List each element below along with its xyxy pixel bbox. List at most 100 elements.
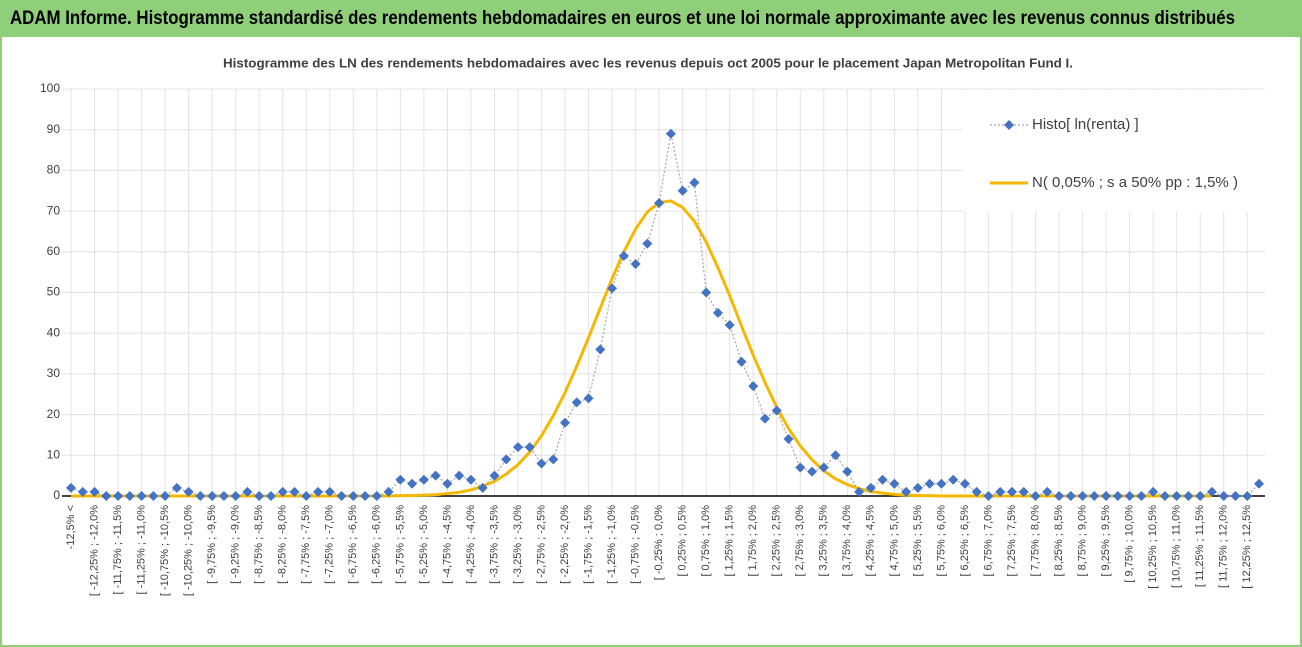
data-point — [501, 454, 512, 465]
data-point — [313, 486, 324, 497]
data-point — [148, 491, 159, 501]
x-tick-label: [ -3,25% ; -3,0% — [512, 505, 524, 584]
x-tick-label: [ 8,25% ; 8,5% — [1053, 505, 1065, 577]
x-tick-label: [ 0,75% ; 1,0% — [700, 505, 712, 577]
data-point — [1195, 491, 1206, 501]
y-tick-label: 100 — [40, 81, 60, 95]
x-tick-label: [ 5,25% ; 5,5% — [912, 505, 924, 577]
data-point — [371, 491, 382, 501]
x-tick-label: [ -9,25% ; -9,0% — [230, 505, 242, 584]
data-point — [912, 482, 923, 493]
x-tick-label: [ -2,75% ; -2,5% — [535, 505, 547, 584]
data-point — [1018, 486, 1029, 497]
x-tick-label: [ 10,25% ; 10,5% — [1147, 505, 1159, 589]
x-tick-label: [ 2,75% ; 3,0% — [794, 505, 806, 577]
y-tick-label: 20 — [47, 407, 61, 421]
data-point — [548, 454, 559, 465]
data-point — [1148, 486, 1159, 497]
data-point — [89, 486, 100, 497]
data-point — [877, 474, 888, 485]
x-tick-label: [ 7,25% ; 7,5% — [1006, 505, 1018, 577]
legend-box — [963, 90, 1285, 212]
data-point — [524, 442, 535, 453]
data-point — [301, 491, 312, 501]
data-point — [748, 381, 759, 392]
data-point — [701, 287, 712, 298]
data-point — [889, 478, 900, 489]
data-point — [454, 470, 465, 481]
data-point — [959, 478, 970, 489]
data-point — [642, 238, 653, 249]
x-tick-label: [ 7,75% ; 8,0% — [1029, 505, 1041, 577]
data-point — [242, 486, 253, 497]
x-tick-label: [ -3,75% ; -3,5% — [488, 505, 500, 584]
y-tick-label: 30 — [47, 366, 61, 380]
x-tick-label: [ -4,25% ; -4,0% — [465, 505, 477, 584]
data-point — [995, 486, 1006, 497]
x-tick-label: [ 4,75% ; 5,0% — [888, 505, 900, 577]
x-tick-label: [ 11,75% ; 12,0% — [1218, 505, 1230, 588]
data-point — [195, 491, 206, 501]
data-point — [1030, 491, 1041, 501]
data-point — [183, 486, 194, 497]
data-point — [383, 486, 394, 497]
x-tick-label: [ 3,25% ; 3,5% — [818, 505, 830, 577]
data-point — [101, 491, 112, 501]
data-point — [324, 486, 335, 497]
x-tick-label: [ 0,25% ; 0,5% — [677, 505, 689, 577]
data-point — [571, 397, 582, 408]
data-point — [1159, 491, 1170, 501]
x-tick-label: [ 8,75% ; 9,0% — [1076, 505, 1088, 577]
data-point — [171, 482, 182, 493]
data-point — [465, 474, 476, 485]
data-point — [665, 128, 676, 139]
x-tick-label: [ 2,25% ; 2,5% — [771, 505, 783, 577]
y-tick-label: 10 — [47, 447, 61, 461]
data-point — [1183, 491, 1194, 501]
data-point — [124, 491, 135, 501]
data-point — [607, 283, 618, 294]
data-point — [1101, 491, 1112, 501]
data-point — [854, 486, 865, 497]
data-point — [630, 259, 641, 270]
data-point — [677, 185, 688, 196]
x-tick-label: [ -8,25% ; -8,0% — [277, 505, 289, 584]
data-point — [360, 491, 371, 501]
data-point — [1124, 491, 1135, 501]
data-point — [783, 434, 794, 445]
legend-label: Histo[ ln(renta) ] — [1032, 116, 1139, 133]
data-point — [218, 491, 229, 501]
x-tick-label: [ -11,75% ; -11,5% — [112, 505, 124, 595]
data-point — [407, 478, 418, 489]
data-point — [1042, 486, 1053, 497]
x-tick-label: [ -5,25% ; -5,0% — [418, 505, 430, 584]
data-point — [77, 486, 88, 497]
legend-swatch-marker — [1004, 120, 1014, 130]
x-tick-label: [ 10,75% ; 11,0% — [1171, 505, 1183, 588]
x-tick-label: [ 5,75% ; 6,0% — [935, 505, 947, 577]
x-tick-label: [ -0,25% ; 0,0% — [653, 505, 665, 580]
data-point — [1254, 478, 1264, 489]
data-point — [160, 491, 171, 501]
data-point — [971, 486, 982, 497]
x-tick-label: [ -5,75% ; -5,5% — [394, 505, 406, 584]
x-tick-label: [ 1,25% ; 1,5% — [724, 505, 736, 577]
data-point — [689, 177, 700, 188]
data-point — [1006, 486, 1017, 497]
data-point — [230, 491, 241, 501]
data-point — [113, 491, 124, 501]
plot — [66, 128, 1264, 501]
data-point — [818, 462, 829, 473]
x-tick-label: [ -1,25% ; -1,0% — [606, 505, 618, 584]
legend: Histo[ ln(renta) ] N( 0,05% ; s a 50% pp … — [963, 90, 1285, 212]
x-tick-label: [ -0,75% ; -0,5% — [630, 505, 642, 584]
data-point — [865, 482, 876, 493]
data-point — [289, 486, 300, 497]
x-tick-label: [ 9,75% ; 10,0% — [1124, 505, 1136, 583]
x-tick-label: [ 6,25% ; 6,5% — [959, 505, 971, 577]
data-point — [901, 486, 912, 497]
data-point — [207, 491, 218, 501]
y-tick-label: 60 — [47, 244, 61, 258]
x-tick-label: [ -2,25% ; -2,0% — [559, 505, 571, 584]
grid: 0 10 20 30 40 50 60 70 80 90 100 -12,5% < [ -12,25% … — [40, 81, 1265, 596]
